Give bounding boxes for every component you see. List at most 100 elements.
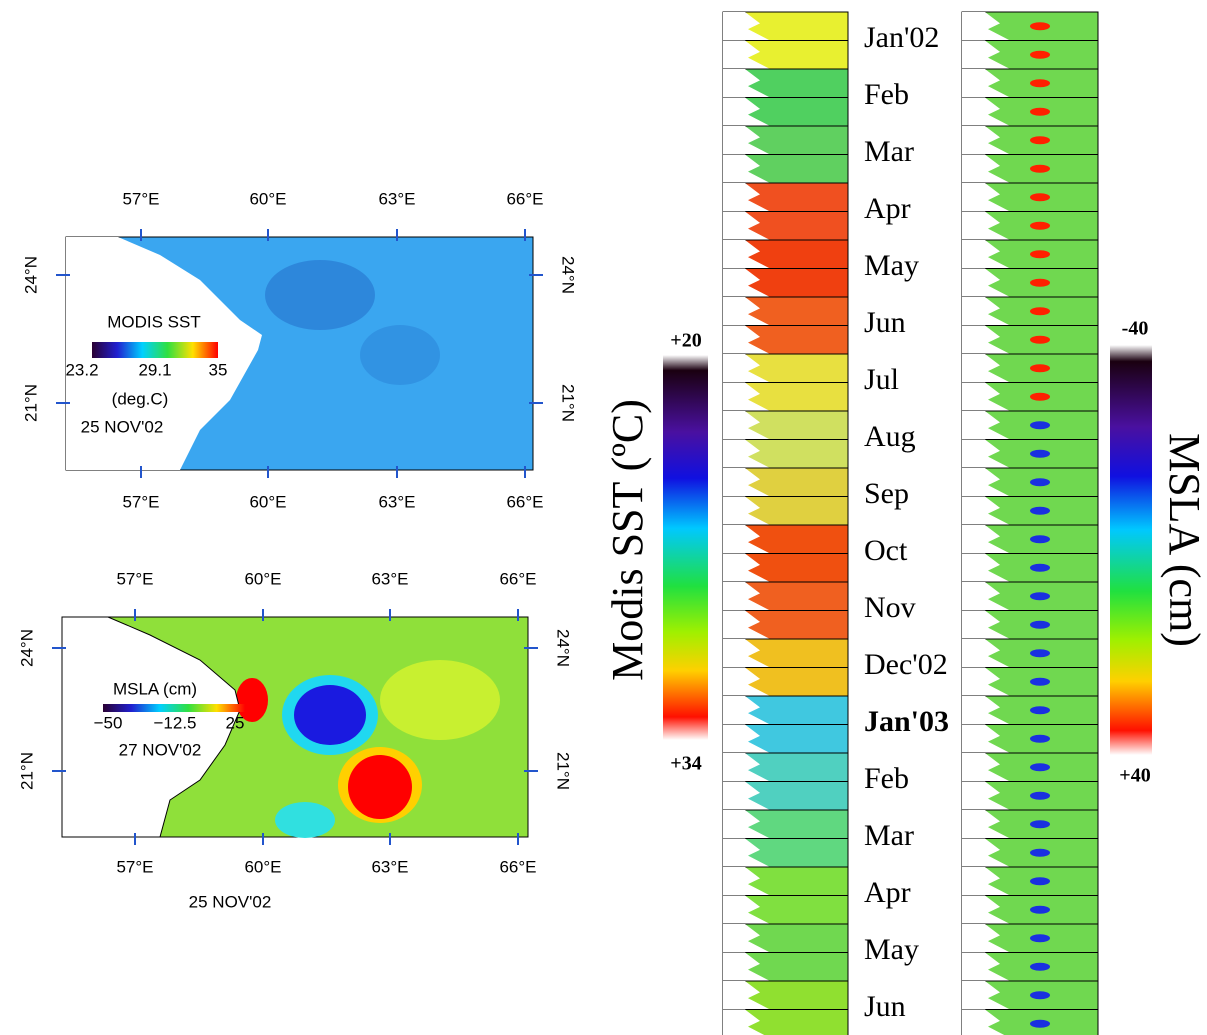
eddy bbox=[1030, 50, 1050, 59]
month-label: Sep bbox=[864, 477, 909, 510]
colorbar-label: 25 bbox=[226, 713, 245, 732]
eddy bbox=[1030, 478, 1050, 487]
land bbox=[962, 867, 1010, 896]
mini-colorbar bbox=[103, 704, 245, 712]
land bbox=[962, 724, 1010, 753]
date: 27 NOV'02 bbox=[119, 740, 202, 759]
eddy bbox=[1030, 734, 1050, 743]
eddy bbox=[1030, 934, 1050, 943]
land bbox=[723, 154, 770, 183]
lon-label: 60°E bbox=[249, 492, 286, 511]
land bbox=[723, 553, 770, 582]
map-title: MODIS SST bbox=[107, 312, 201, 331]
eddy bbox=[1030, 164, 1050, 173]
lon-label: 60°E bbox=[244, 569, 281, 588]
lon-label: 60°E bbox=[244, 857, 281, 876]
land bbox=[723, 354, 770, 383]
monthly-strips: Jan'02 Feb Mar Apr May Jun Jul Aug Sep Oct Nov Dec'… bbox=[722, 11, 1099, 1035]
colorbar-title: Modis SST (ºC) bbox=[603, 399, 652, 681]
land bbox=[723, 781, 770, 810]
land bbox=[723, 952, 770, 981]
anomaly bbox=[348, 755, 412, 819]
land bbox=[962, 981, 1010, 1010]
land bbox=[962, 553, 1010, 582]
month-label: Mar bbox=[864, 819, 914, 852]
land bbox=[962, 610, 1010, 639]
eddy bbox=[265, 260, 375, 330]
lon-label: 57°E bbox=[116, 569, 153, 588]
mini-colorbar bbox=[92, 342, 218, 358]
land bbox=[723, 126, 770, 155]
month-label: Dec'02 bbox=[864, 648, 948, 681]
eddy bbox=[1030, 307, 1050, 316]
land bbox=[723, 838, 770, 867]
lat-label: 24°N bbox=[554, 629, 573, 667]
eddy bbox=[1030, 677, 1050, 686]
month-label: Apr bbox=[864, 192, 911, 225]
land bbox=[962, 69, 1010, 98]
land bbox=[962, 240, 1010, 269]
eddy bbox=[1030, 278, 1050, 287]
month-label: Apr bbox=[864, 876, 911, 909]
month-label: Oct bbox=[864, 534, 908, 567]
lon-label: 66°E bbox=[506, 189, 543, 208]
land bbox=[723, 297, 770, 326]
land bbox=[723, 724, 770, 753]
land bbox=[962, 439, 1010, 468]
eddy bbox=[1030, 991, 1050, 1000]
sst-map: MODIS SST 23.2 29.1 35 (deg.C) 25 NOV'02… bbox=[21, 189, 577, 511]
land bbox=[723, 183, 770, 212]
month-label: Jan'03 bbox=[864, 705, 949, 738]
month-label: Jun bbox=[864, 306, 906, 339]
lat-label: 24°N bbox=[21, 256, 40, 294]
eddy bbox=[1030, 649, 1050, 658]
lon-label: 66°E bbox=[499, 569, 536, 588]
colorbar-label: 29.1 bbox=[138, 360, 171, 379]
eddy bbox=[1030, 221, 1050, 230]
eddy bbox=[1030, 905, 1050, 914]
land bbox=[962, 1009, 1005, 1035]
date: 25 NOV'02 bbox=[81, 417, 164, 436]
anomaly bbox=[275, 802, 335, 838]
land bbox=[962, 411, 1010, 440]
land bbox=[962, 753, 1010, 782]
land bbox=[723, 411, 770, 440]
land bbox=[723, 1009, 765, 1035]
unit: (deg.C) bbox=[112, 389, 169, 408]
land bbox=[962, 496, 1010, 525]
land bbox=[723, 382, 770, 411]
month-label: May bbox=[864, 249, 919, 282]
eddy bbox=[1030, 620, 1050, 629]
land bbox=[962, 297, 1010, 326]
eddy bbox=[1030, 820, 1050, 829]
lat-label: 21°N bbox=[17, 752, 36, 790]
land bbox=[723, 696, 770, 725]
month-label: Mar bbox=[864, 135, 914, 168]
lon-label: 66°E bbox=[499, 857, 536, 876]
land bbox=[723, 97, 770, 126]
sst-colorbar bbox=[663, 355, 708, 740]
land bbox=[962, 12, 1010, 41]
land bbox=[962, 525, 1010, 554]
land bbox=[61, 616, 241, 838]
land bbox=[962, 154, 1010, 183]
land bbox=[962, 126, 1010, 155]
caption: 25 NOV'02 bbox=[189, 892, 272, 911]
lon-label: 57°E bbox=[122, 492, 159, 511]
eddy bbox=[1030, 563, 1050, 572]
eddy bbox=[1030, 1019, 1050, 1028]
land bbox=[962, 924, 1010, 953]
land bbox=[723, 268, 770, 297]
month-label: Nov bbox=[864, 591, 916, 624]
land bbox=[962, 211, 1010, 240]
land bbox=[962, 639, 1010, 668]
eddy bbox=[1030, 392, 1050, 401]
eddy bbox=[1030, 364, 1050, 373]
land bbox=[723, 753, 770, 782]
month-label: Jan'02 bbox=[864, 21, 939, 54]
lon-label: 57°E bbox=[116, 857, 153, 876]
eddy bbox=[1030, 22, 1050, 31]
eddy bbox=[1030, 592, 1050, 601]
colorbar-label: 23.2 bbox=[65, 360, 98, 379]
